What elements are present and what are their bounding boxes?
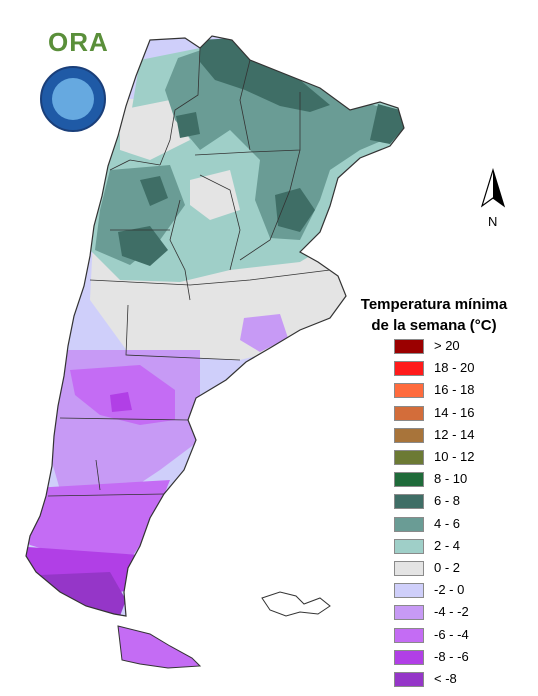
legend-item: -2 - 0 (394, 581, 534, 603)
legend-item: 4 - 6 (394, 515, 534, 537)
legend-label: 12 - 14 (434, 426, 475, 442)
zone-0-2-patch (190, 170, 240, 220)
legend-item: > 20 (394, 337, 534, 359)
province-boundary (159, 47, 201, 166)
legend-label: -4 - -2 (434, 604, 469, 620)
legend-title: Temperatura mínima de la semana (°C) (340, 294, 528, 336)
legend-item: 14 - 16 (394, 404, 534, 426)
smn-seal-logo (40, 66, 106, 132)
legend-swatch (394, 672, 424, 687)
legend-label: 14 - 16 (434, 404, 475, 420)
legend-item: 10 - 12 (394, 448, 534, 470)
zone-lt-m8 (40, 572, 126, 616)
legend-item: -8 - -6 (394, 648, 534, 670)
legend-label: -2 - 0 (434, 582, 465, 598)
legend-label: 18 - 20 (434, 360, 475, 376)
legend-swatch (394, 516, 424, 532)
legend-item: 8 - 10 (394, 470, 534, 492)
legend-swatch (394, 450, 424, 465)
province-boundary (47, 493, 165, 497)
legend-swatch (394, 339, 424, 354)
zone-m8-m6 (110, 392, 132, 412)
legend-label: 16 - 18 (434, 382, 475, 398)
legend-swatch (394, 583, 424, 599)
legend-title-line1: Temperatura mínima (360, 296, 508, 313)
legend-item: -6 - -4 (394, 626, 534, 648)
zone-m6-m4 (26, 480, 170, 560)
seal-inner (52, 78, 94, 120)
province-boundary (239, 149, 301, 261)
north-arrow-icon (480, 168, 506, 208)
legend-item: -4 - -2 (394, 603, 534, 625)
legend-item: 2 - 4 (394, 537, 534, 559)
north-label: N (488, 214, 498, 229)
country-outline (25, 35, 405, 617)
zone-6-8 (176, 112, 200, 138)
zone-6-8 (140, 176, 168, 206)
legend-label: < -8 (434, 671, 457, 686)
legend-swatch (394, 427, 424, 443)
legend-title-line2: de la semana (°C) (371, 317, 497, 334)
zone-m6-m4-tdf (118, 626, 200, 668)
legend-swatch (394, 383, 424, 399)
province-boundary (109, 159, 161, 171)
zone-m4-m2 (240, 314, 288, 352)
legend-label: > 20 (434, 338, 460, 353)
legend-label: 6 - 8 (434, 493, 461, 509)
province-boundary (89, 269, 331, 286)
legend-swatch (394, 649, 424, 665)
province-boundary (95, 459, 101, 491)
legend-swatch (394, 605, 424, 621)
legend-swatch (394, 561, 424, 576)
malvinas-islands (261, 591, 331, 617)
zone-6-8 (118, 226, 168, 266)
legend-label: 2 - 4 (434, 537, 461, 553)
legend-item: 0 - 2 (394, 559, 534, 581)
zone-6-8 (200, 38, 330, 112)
province-boundaries (47, 47, 331, 497)
legend-label: 8 - 10 (434, 471, 468, 487)
legend-item: 18 - 20 (394, 359, 534, 381)
legend-label: -6 - -4 (434, 626, 469, 642)
legend-swatch (394, 627, 424, 643)
province-boundary (59, 417, 189, 421)
province-boundary (194, 92, 301, 156)
legend-swatch (394, 494, 424, 510)
province-boundary (125, 304, 241, 361)
tierra-del-fuego-outline (117, 625, 202, 669)
legend-swatch (394, 538, 424, 554)
legend-label: 0 - 2 (434, 560, 461, 575)
zone-0-2-patch (120, 100, 190, 160)
legend-swatch (394, 361, 424, 377)
legend-label: -8 - -6 (434, 648, 469, 664)
tierra-del-fuego (118, 626, 200, 668)
legend-label: 10 - 12 (434, 449, 475, 464)
legend-swatch (394, 472, 424, 488)
zone-6-8 (370, 104, 404, 144)
zone-6-8 (275, 188, 315, 232)
province-boundary (239, 59, 251, 151)
legend-item: < -8 (394, 670, 534, 692)
legend-swatch (394, 405, 424, 421)
legend-label: 4 - 6 (434, 515, 461, 531)
legend-item: 12 - 14 (394, 426, 534, 448)
legend-item: 6 - 8 (394, 492, 534, 514)
province-boundary (199, 174, 241, 271)
ora-logo: ORA (48, 27, 109, 57)
legend-item: 16 - 18 (394, 381, 534, 403)
zone-4-6 (165, 40, 395, 240)
